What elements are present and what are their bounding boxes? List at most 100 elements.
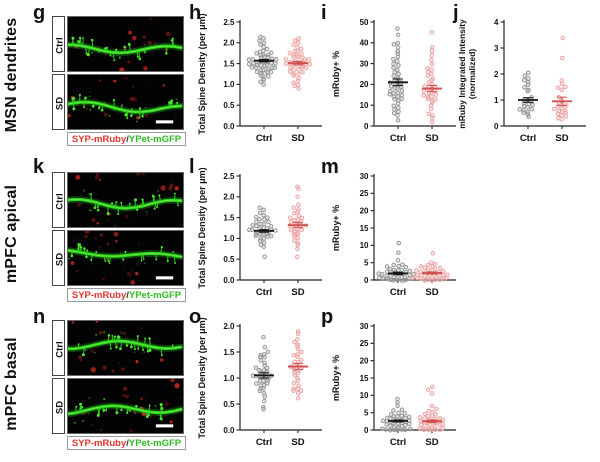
svg-text:Ctrl: Ctrl — [256, 437, 272, 448]
row-label-mpfc-apical: mPFC apical — [3, 184, 20, 284]
condition-label-box: SD — [52, 230, 65, 286]
svg-text:1.5: 1.5 — [223, 213, 235, 222]
microscopy-image-msn-sd — [67, 74, 184, 130]
microscopy-image-basal-sd — [67, 378, 184, 434]
svg-text:2.0: 2.0 — [223, 193, 235, 202]
svg-text:Ctrl: Ctrl — [390, 437, 406, 448]
svg-text:0.0: 0.0 — [223, 276, 235, 285]
svg-text:10: 10 — [360, 391, 369, 400]
svg-text:SD: SD — [425, 437, 438, 448]
svg-text:15: 15 — [360, 224, 369, 233]
condition-label-box: Ctrl — [52, 16, 65, 72]
svg-text:30: 30 — [360, 172, 369, 181]
svg-text:2.0: 2.0 — [223, 322, 235, 331]
svg-text:Ctrl: Ctrl — [256, 133, 272, 144]
svg-text:Total Spine Density (per μm): Total Spine Density (per μm) — [197, 317, 207, 438]
condition-label-box: SD — [52, 74, 65, 130]
svg-text:SD: SD — [425, 133, 438, 144]
svg-text:2.5: 2.5 — [223, 18, 235, 27]
row-label-mpfc-basal: mPFC basal — [3, 337, 20, 431]
svg-text:1.5: 1.5 — [223, 59, 235, 68]
condition-label: SD — [54, 400, 65, 414]
svg-text:0: 0 — [494, 122, 499, 131]
svg-text:25: 25 — [360, 339, 369, 348]
channel-legend: SYP-mRuby / YPet-mGFP — [67, 436, 186, 450]
legend-syp-mruby: SYP-mRuby — [71, 289, 127, 301]
legend-syp-mruby: SYP-mRuby — [71, 133, 127, 145]
svg-text:SD: SD — [291, 133, 304, 144]
svg-text:SD: SD — [425, 287, 438, 298]
panel-letter-h: h — [189, 2, 202, 24]
panel-letter-j: j — [453, 2, 459, 24]
microscopy-image-basal-ctrl — [67, 320, 184, 376]
condition-label: SD — [54, 252, 65, 266]
svg-text:SD: SD — [555, 133, 568, 144]
legend-ypet-mgfp: YPet-mGFP — [128, 289, 182, 301]
svg-text:mRuby Integrated Intensity: mRuby Integrated Intensity — [457, 19, 467, 129]
svg-text:0: 0 — [364, 426, 369, 435]
chart-j-mruby-integrated-intensity: 0 1 2 3 4 mRuby Integrated Intensity (normaliz… — [457, 18, 586, 144]
svg-text:30: 30 — [360, 322, 369, 331]
legend-syp-mruby: SYP-mRuby — [71, 437, 127, 449]
chart-m-mruby-percent-apical: 0 5 10 15 20 25 30 mRuby+ % Ctrl SD — [331, 172, 456, 298]
svg-text:Total Spine Density (per μm): Total Spine Density (per μm) — [197, 13, 207, 134]
svg-text:1.0: 1.0 — [223, 80, 235, 89]
legend-separator: / — [126, 289, 129, 301]
microscopy-image-msn-ctrl — [67, 16, 184, 72]
panel-letter-l: l — [189, 156, 195, 178]
condition-label: Ctrl — [54, 36, 65, 54]
chart-l-total-spine-density-apical: 0.0 0.5 1.0 1.5 2.0 2.5 Total Spine Density (p… — [197, 167, 322, 298]
microscopy-image-apical-ctrl — [67, 172, 184, 228]
legend-separator: / — [126, 133, 129, 145]
svg-text:2.0: 2.0 — [223, 39, 235, 48]
svg-text:1: 1 — [494, 96, 499, 105]
svg-text:0.5: 0.5 — [223, 400, 235, 409]
svg-text:Ctrl: Ctrl — [390, 133, 406, 144]
svg-text:Total Spine Density (per μm): Total Spine Density (per μm) — [197, 167, 207, 288]
condition-label-box: Ctrl — [52, 172, 65, 228]
svg-text:4: 4 — [494, 18, 499, 27]
panel-letter-o: o — [189, 306, 202, 328]
svg-text:mRuby+ %: mRuby+ % — [331, 355, 341, 401]
svg-text:0: 0 — [364, 122, 369, 131]
svg-text:15: 15 — [360, 374, 369, 383]
legend-ypet-mgfp: YPet-mGFP — [128, 437, 182, 449]
svg-text:2.5: 2.5 — [223, 172, 235, 181]
legend-ypet-mgfp: YPet-mGFP — [128, 133, 182, 145]
legend-separator: / — [126, 437, 129, 449]
svg-text:Ctrl: Ctrl — [390, 287, 406, 298]
panel-letter-p: p — [321, 306, 334, 328]
svg-text:10: 10 — [360, 241, 369, 250]
condition-label-box: Ctrl — [52, 320, 65, 376]
svg-text:Ctrl: Ctrl — [256, 287, 272, 298]
chart-i-mruby-percent-msn: 0 10 20 30 40 50 mRuby+ % Ctrl SD — [331, 18, 456, 144]
svg-text:1.5: 1.5 — [223, 348, 235, 357]
panel-letter-k: k — [33, 156, 45, 178]
svg-text:10: 10 — [360, 101, 369, 110]
svg-text:0.0: 0.0 — [223, 122, 235, 131]
svg-text:5: 5 — [364, 408, 369, 417]
svg-text:1.0: 1.0 — [223, 234, 235, 243]
channel-legend: SYP-mRuby / YPet-mGFP — [67, 132, 186, 146]
svg-text:50: 50 — [360, 18, 369, 27]
microscopy-image-apical-sd — [67, 230, 184, 286]
svg-text:25: 25 — [360, 189, 369, 198]
svg-text:40: 40 — [360, 39, 369, 48]
svg-text:1.0: 1.0 — [223, 374, 235, 383]
svg-text:(normalized): (normalized) — [467, 49, 477, 100]
svg-text:0.0: 0.0 — [223, 426, 235, 435]
svg-text:20: 20 — [360, 356, 369, 365]
chart-p-mruby-percent-basal: 0 5 10 15 20 25 30 mRuby+ % Ctrl SD — [331, 322, 456, 448]
channel-legend: SYP-mRuby / YPet-mGFP — [67, 288, 186, 302]
svg-text:2: 2 — [494, 70, 499, 79]
svg-text:0.5: 0.5 — [223, 101, 235, 110]
panel-letter-i: i — [321, 2, 327, 24]
svg-text:0: 0 — [364, 276, 369, 285]
svg-text:SD: SD — [291, 287, 304, 298]
svg-text:mRuby+ %: mRuby+ % — [331, 205, 341, 251]
chart-o-total-spine-density-basal: 0.0 0.5 1.0 1.5 2.0 Total Spine Density (per … — [197, 317, 322, 448]
condition-label: Ctrl — [54, 192, 65, 210]
svg-text:3: 3 — [494, 44, 499, 53]
panel-letter-n: n — [33, 306, 46, 328]
